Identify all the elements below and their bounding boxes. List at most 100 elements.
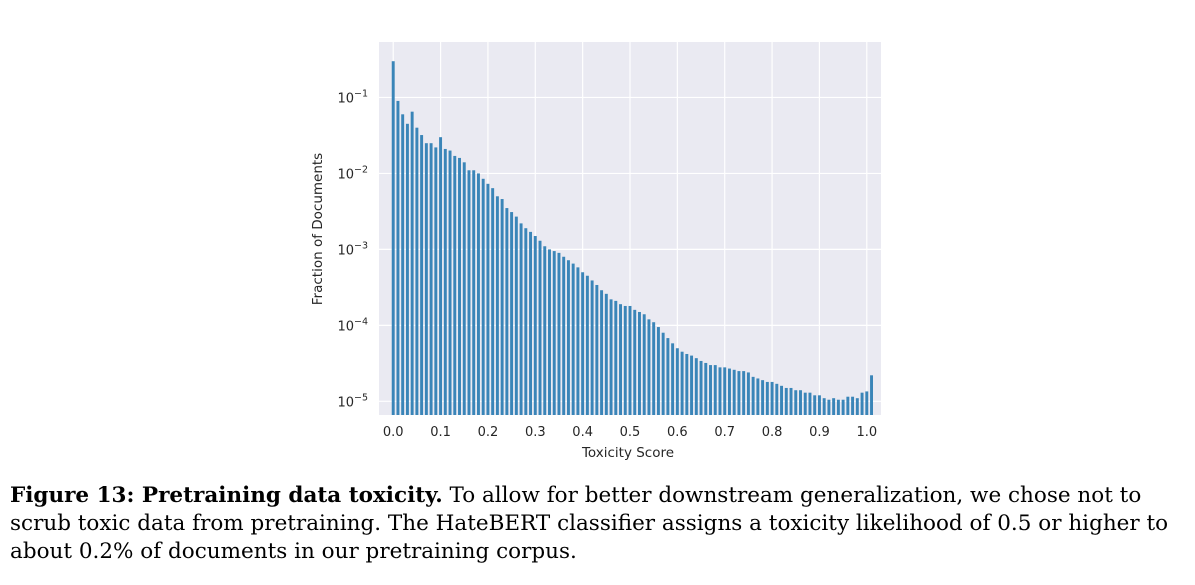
histogram-bar xyxy=(808,392,812,415)
histogram-bar xyxy=(543,246,547,415)
histogram-bar xyxy=(709,365,712,415)
histogram-bar xyxy=(467,170,471,415)
x-tick-label: 0.4 xyxy=(572,425,593,440)
histogram-bar xyxy=(458,157,461,416)
histogram-bar xyxy=(718,367,722,415)
histogram-bar xyxy=(448,150,452,415)
histogram-bar xyxy=(855,398,859,415)
histogram-bar xyxy=(533,236,537,415)
histogram-bar xyxy=(661,332,665,415)
y-tick-label: 10−2 xyxy=(337,164,368,182)
histogram-bar xyxy=(865,391,869,415)
histogram-bar xyxy=(623,305,627,415)
histogram-bar xyxy=(780,385,784,415)
histogram-bar xyxy=(514,216,518,415)
histogram-bar xyxy=(870,375,873,415)
x-tick-label: 0.0 xyxy=(383,425,404,440)
bar-series xyxy=(391,61,873,416)
histogram-bar xyxy=(562,256,566,415)
histogram-bar xyxy=(524,228,528,415)
histogram-bar xyxy=(538,240,542,415)
histogram-bar xyxy=(495,196,499,415)
x-tick-label: 0.1 xyxy=(430,425,451,440)
histogram-bar xyxy=(732,369,736,415)
histogram-bar xyxy=(860,392,864,415)
histogram-bar xyxy=(652,322,656,415)
histogram-bar xyxy=(401,114,405,415)
histogram-bar xyxy=(510,212,514,415)
histogram-bar xyxy=(746,372,750,415)
histogram-bar xyxy=(794,390,798,415)
histogram-bar xyxy=(628,305,632,415)
histogram-bar xyxy=(405,123,409,416)
histogram-bar xyxy=(552,251,556,415)
histogram-bar xyxy=(756,378,760,415)
histogram-bar xyxy=(666,338,670,415)
histogram-bar xyxy=(557,252,561,415)
histogram-bar xyxy=(609,299,613,415)
histogram-bar xyxy=(775,383,779,415)
histogram-bar xyxy=(846,396,850,415)
y-tick-label: 10−1 xyxy=(337,88,368,106)
histogram-bar xyxy=(614,300,618,415)
histogram-bar xyxy=(548,249,551,415)
histogram-bar xyxy=(813,395,817,415)
histogram-bar xyxy=(595,284,599,415)
histogram-bar xyxy=(566,260,570,415)
histogram-bar xyxy=(396,100,400,416)
histogram-bar xyxy=(472,170,476,415)
histogram-bar xyxy=(604,293,608,415)
histogram-bar xyxy=(647,319,651,415)
histogram-bar xyxy=(420,135,424,416)
histogram-bar xyxy=(600,290,604,415)
histogram-bar xyxy=(737,371,741,415)
x-tick-label: 0.9 xyxy=(809,425,830,440)
x-tick-label: 0.8 xyxy=(762,425,783,440)
histogram-bar xyxy=(590,280,594,415)
x-tick-label: 0.7 xyxy=(714,425,735,440)
histogram-bar xyxy=(476,173,480,415)
x-axis-label: Toxicity Score xyxy=(581,445,674,461)
histogram-bar xyxy=(443,148,447,415)
histogram-bar xyxy=(836,399,840,415)
histogram-bar xyxy=(500,199,504,415)
histogram-bar xyxy=(638,311,641,415)
histogram-bar xyxy=(803,392,807,415)
histogram-bar xyxy=(576,267,580,415)
histogram-bar xyxy=(704,362,708,415)
histogram-bar xyxy=(827,399,831,415)
x-tick-label: 0.2 xyxy=(478,425,499,440)
histogram-bar xyxy=(770,381,774,415)
y-tick-label: 10−5 xyxy=(337,392,368,410)
histogram-bar xyxy=(656,327,660,415)
y-tick-labels: 10−1 10−2 10−3 10−4 10−5 xyxy=(337,88,368,410)
histogram-bar xyxy=(486,183,490,415)
histogram-bar xyxy=(761,380,765,415)
histogram-bar xyxy=(765,381,769,415)
x-tick-label: 0.5 xyxy=(620,425,641,440)
histogram-bar xyxy=(723,367,727,415)
x-tick-label: 0.6 xyxy=(667,425,688,440)
histogram-bar xyxy=(713,365,717,415)
histogram-bar xyxy=(841,399,845,415)
toxicity-histogram: 0.0 0.1 0.2 0.3 0.4 0.5 0.6 0.7 0.8 0.9 1.0 10−1 10… xyxy=(310,42,881,461)
x-tick-label: 1.0 xyxy=(856,425,877,440)
histogram-bar xyxy=(799,390,802,415)
x-tick-label: 0.3 xyxy=(525,425,546,440)
histogram-bar xyxy=(434,147,438,415)
histogram-bar xyxy=(822,398,826,415)
histogram-bar xyxy=(429,143,433,415)
histogram-bar xyxy=(789,387,793,415)
histogram-bar xyxy=(619,304,622,415)
histogram-bar xyxy=(585,275,589,415)
histogram-bar xyxy=(410,111,414,416)
histogram-bar xyxy=(675,348,679,415)
histogram-bar xyxy=(581,272,585,415)
histogram-bar xyxy=(439,137,443,415)
histogram-bar xyxy=(817,395,821,415)
histogram-bar xyxy=(505,208,509,415)
histogram-bar xyxy=(751,376,755,415)
histogram-bar xyxy=(519,223,523,415)
histogram-bar xyxy=(424,143,428,415)
histogram-bar xyxy=(694,358,698,415)
